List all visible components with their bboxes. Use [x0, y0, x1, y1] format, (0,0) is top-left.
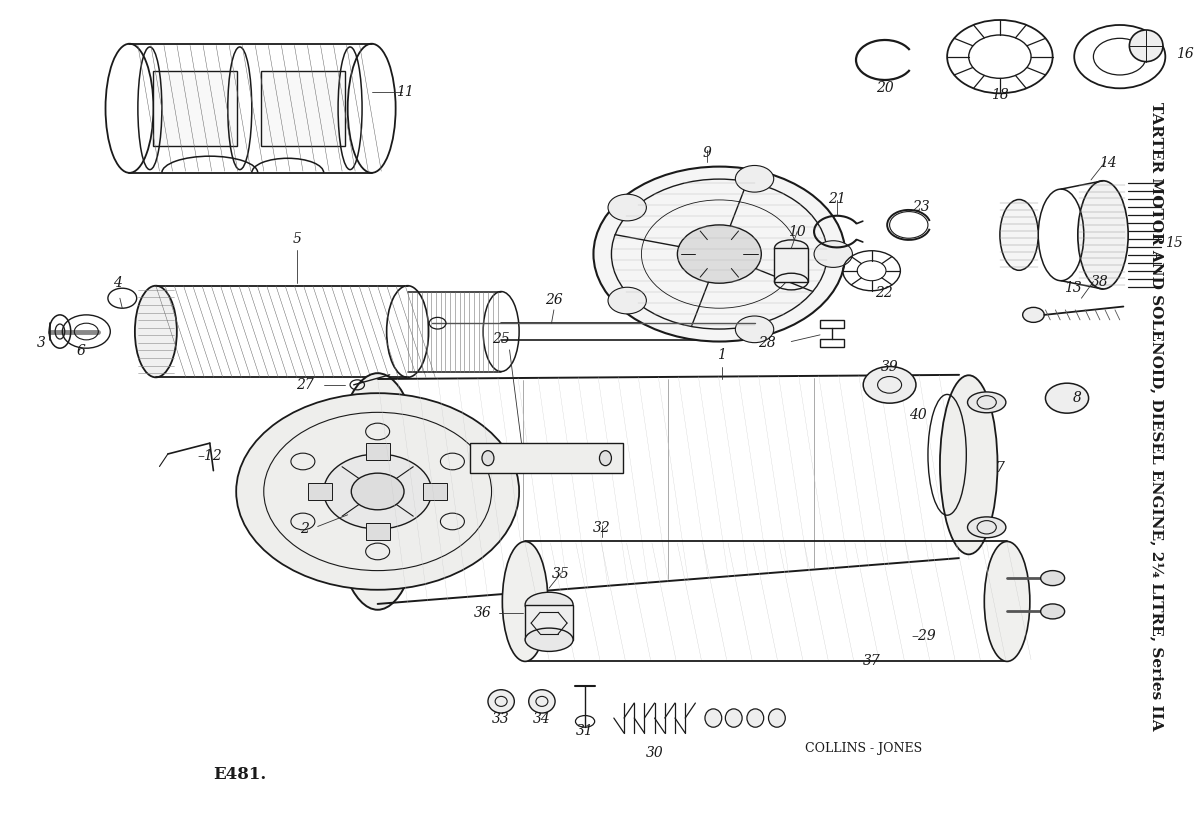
Ellipse shape — [769, 709, 785, 727]
Ellipse shape — [529, 690, 555, 713]
Ellipse shape — [725, 709, 742, 727]
Bar — [470, 443, 623, 473]
Text: 33: 33 — [493, 712, 510, 726]
Text: 5: 5 — [293, 232, 302, 246]
Text: 11: 11 — [397, 85, 414, 98]
Text: 3: 3 — [37, 336, 46, 350]
Ellipse shape — [1041, 571, 1065, 586]
Circle shape — [863, 367, 916, 403]
Text: 25: 25 — [493, 332, 510, 346]
Text: 35: 35 — [553, 567, 570, 581]
Text: 36: 36 — [474, 606, 492, 620]
Text: 4: 4 — [113, 276, 122, 290]
Text: 8: 8 — [1073, 392, 1081, 405]
Circle shape — [594, 167, 845, 342]
Ellipse shape — [134, 286, 176, 377]
Text: 20: 20 — [876, 81, 893, 95]
Bar — [308, 483, 332, 500]
Circle shape — [814, 241, 852, 267]
Text: 22: 22 — [875, 286, 892, 300]
Text: 18: 18 — [992, 88, 1008, 102]
Bar — [525, 605, 573, 640]
Bar — [423, 483, 447, 500]
Ellipse shape — [1023, 307, 1044, 322]
Text: 34: 34 — [534, 712, 550, 726]
Text: 26: 26 — [546, 292, 562, 307]
Bar — [366, 443, 390, 460]
Ellipse shape — [705, 709, 722, 727]
Text: 30: 30 — [646, 746, 663, 760]
Text: 15: 15 — [1165, 237, 1183, 250]
Bar — [820, 320, 844, 328]
Text: 31: 31 — [577, 724, 594, 738]
Text: –12: –12 — [198, 450, 223, 463]
Circle shape — [324, 454, 432, 529]
Text: 16: 16 — [1176, 47, 1194, 61]
Text: 9: 9 — [703, 146, 712, 160]
Circle shape — [735, 316, 773, 342]
Ellipse shape — [984, 541, 1030, 661]
Circle shape — [351, 473, 404, 510]
Circle shape — [1046, 383, 1089, 413]
Circle shape — [608, 194, 646, 221]
Bar — [153, 71, 237, 146]
Ellipse shape — [1129, 30, 1163, 62]
Text: 37: 37 — [863, 655, 881, 668]
Text: 28: 28 — [758, 337, 776, 350]
Ellipse shape — [968, 392, 1006, 413]
Text: 6: 6 — [77, 344, 86, 358]
Ellipse shape — [1000, 199, 1038, 271]
Ellipse shape — [600, 451, 611, 466]
Text: 32: 32 — [594, 521, 610, 535]
Text: 21: 21 — [829, 192, 845, 206]
Circle shape — [677, 225, 761, 283]
Text: TARTER MOTOR AND SOLENOID, DIESEL ENGINE, 2¼ LITRE, Series IIA: TARTER MOTOR AND SOLENOID, DIESEL ENGINE… — [1150, 102, 1164, 731]
Text: 23: 23 — [912, 200, 929, 214]
Text: COLLINS - JONES: COLLINS - JONES — [805, 741, 922, 755]
Text: –29: –29 — [911, 630, 936, 643]
Text: 10: 10 — [789, 225, 806, 239]
Ellipse shape — [940, 375, 998, 555]
Text: 14: 14 — [1099, 156, 1116, 170]
Circle shape — [735, 166, 773, 192]
Text: 38: 38 — [1091, 275, 1108, 289]
Text: 40: 40 — [909, 408, 927, 421]
Bar — [820, 339, 844, 347]
Ellipse shape — [525, 592, 573, 617]
Text: 2: 2 — [301, 522, 309, 536]
Bar — [261, 71, 345, 146]
Ellipse shape — [332, 373, 423, 610]
Ellipse shape — [482, 451, 494, 466]
Ellipse shape — [968, 516, 1006, 538]
Text: 13: 13 — [1065, 281, 1081, 295]
Ellipse shape — [525, 628, 573, 651]
Ellipse shape — [502, 541, 548, 661]
Text: 1: 1 — [717, 348, 727, 362]
Text: E481.: E481. — [213, 766, 266, 783]
Bar — [775, 248, 808, 282]
Ellipse shape — [488, 690, 514, 713]
Ellipse shape — [1078, 181, 1128, 289]
Circle shape — [608, 287, 646, 314]
Ellipse shape — [775, 240, 808, 257]
Bar — [366, 523, 390, 540]
Circle shape — [236, 393, 519, 590]
Ellipse shape — [1041, 604, 1065, 619]
Text: 27: 27 — [296, 378, 314, 392]
Text: 39: 39 — [881, 360, 898, 374]
Text: 7: 7 — [995, 461, 1004, 475]
Ellipse shape — [747, 709, 764, 727]
